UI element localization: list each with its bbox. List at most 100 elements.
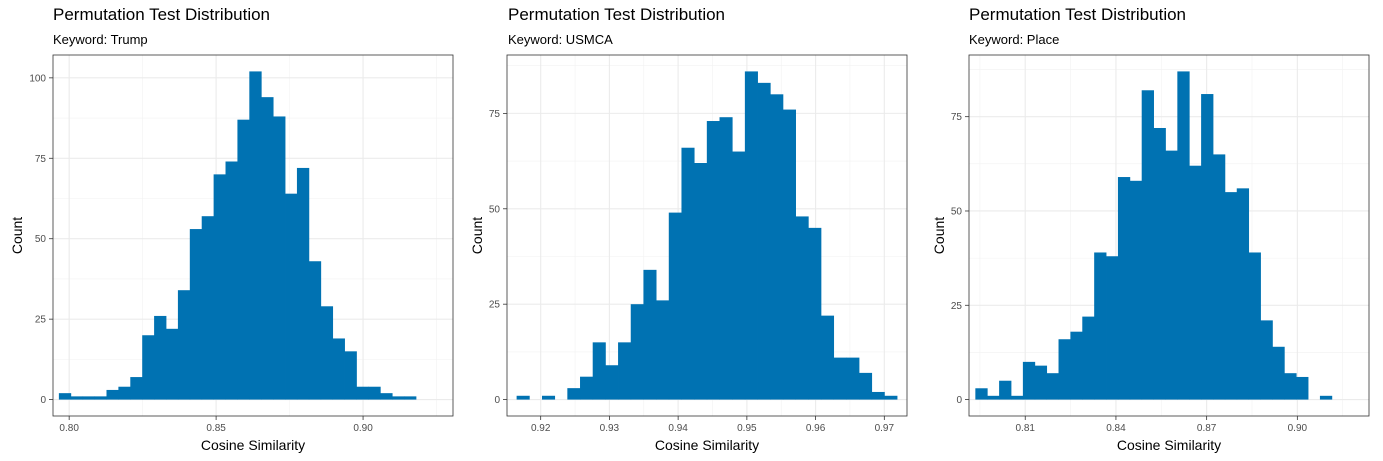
histogram-bar: [296, 167, 310, 400]
histogram-bar: [630, 304, 644, 400]
histogram-bar: [681, 147, 695, 400]
chart-subtitle: Keyword: Trump: [53, 32, 148, 47]
histogram-bar: [795, 216, 809, 400]
histogram-bar: [344, 351, 357, 400]
histogram-bar: [999, 380, 1012, 400]
histogram-bar: [1212, 154, 1226, 400]
y-tick-label: 75: [35, 154, 47, 165]
x-tick-label: 0.90: [353, 423, 373, 434]
histogram-bar: [273, 116, 286, 400]
histogram-bar: [213, 174, 226, 400]
histogram-bar: [285, 193, 298, 400]
histogram-bar: [1177, 71, 1190, 400]
histogram-bar: [1296, 376, 1309, 400]
histogram-bar: [1070, 331, 1083, 400]
histogram-bar: [1117, 177, 1131, 400]
histogram-bar: [249, 71, 262, 400]
x-tick-label: 0.92: [531, 423, 551, 434]
histogram-bar: [1248, 252, 1261, 400]
histogram-bar: [744, 71, 758, 400]
histogram-bar: [1272, 346, 1285, 400]
x-tick-label: 0.93: [600, 423, 620, 434]
x-tick-label: 0.84: [1106, 423, 1126, 434]
histogram-bar: [1260, 320, 1273, 400]
histogram-bar: [177, 290, 191, 400]
x-tick-label: 0.80: [59, 423, 79, 434]
histogram-bar: [706, 121, 720, 400]
histogram-bar: [118, 386, 131, 400]
y-tick-label: 50: [951, 206, 963, 217]
histogram-bar: [356, 386, 369, 400]
x-tick-label: 0.94: [668, 423, 688, 434]
y-tick-label: 100: [29, 73, 46, 84]
histogram-bar: [1094, 252, 1107, 400]
panel-border: [52, 54, 454, 417]
histogram-bar: [808, 227, 822, 400]
y-tick-label: 0: [956, 395, 962, 406]
histogram-bar: [884, 395, 898, 400]
histogram-bar: [1129, 180, 1143, 400]
histogram-bar: [189, 229, 203, 400]
x-tick-label: 0.95: [737, 423, 757, 434]
histogram-bar: [618, 342, 632, 400]
histogram-bar: [757, 82, 771, 400]
y-tick-label: 25: [489, 300, 501, 311]
histogram-bar: [1034, 365, 1048, 400]
chart-panel-2: 0.92 0.93 0.94 0.95 0.96 0.97 0 25 50 75 Permutati…: [469, 5, 908, 453]
histogram-bar: [94, 396, 107, 400]
x-axis-title: Cosine Similarity: [1117, 437, 1221, 453]
panel-border: [968, 54, 1370, 417]
histogram-bar: [261, 97, 274, 400]
y-tick-label: 25: [35, 315, 47, 326]
histogram-bar: [1106, 256, 1119, 400]
histogram-bar: [987, 395, 1000, 400]
histogram-bar: [592, 342, 606, 400]
histogram-bar: [130, 377, 143, 400]
y-axis-title: Count: [931, 217, 947, 254]
x-tick-label: 0.90: [1288, 423, 1308, 434]
histogram-bar: [820, 315, 835, 400]
x-axis-title: Cosine Similarity: [655, 437, 759, 453]
x-tick-label: 0.85: [206, 423, 226, 434]
histogram-bar: [580, 376, 594, 400]
histogram-bar: [1224, 192, 1238, 400]
y-axis-title: Count: [9, 217, 25, 254]
y-tick-label: 50: [35, 234, 47, 245]
y-tick-label: 0: [40, 395, 46, 406]
histogram-bar: [567, 388, 581, 400]
histogram-bar: [975, 388, 988, 400]
y-tick-label: 75: [951, 112, 963, 123]
x-tick-label: 0.97: [875, 423, 895, 434]
histogram-bar: [1165, 150, 1178, 400]
histogram-bar: [605, 365, 619, 400]
histogram-bar: [782, 109, 796, 400]
x-tick-label: 0.81: [1016, 423, 1036, 434]
histogram-bar: [201, 216, 215, 400]
chart-title: Permutation Test Distribution: [969, 5, 1186, 24]
histogram-bar: [58, 393, 72, 400]
panel-border: [506, 54, 908, 417]
y-tick-label: 75: [489, 109, 501, 120]
histogram-bar: [1153, 127, 1166, 400]
histogram-bar: [732, 151, 746, 400]
x-tick-label: 0.96: [806, 423, 826, 434]
histogram-bar: [643, 269, 657, 400]
histogram-bar: [225, 161, 238, 400]
chart-title: Permutation Test Distribution: [53, 5, 270, 24]
histogram-bar: [1284, 373, 1297, 400]
histogram-bar: [1010, 395, 1024, 400]
x-axis-title: Cosine Similarity: [201, 437, 305, 453]
histogram-bar: [106, 389, 119, 400]
histogram-bar: [308, 261, 322, 400]
histogram-bar: [332, 338, 345, 400]
chart-panel-1: 0.80 0.85 0.90 0 25 50 75 100 Permutation Test D…: [9, 5, 454, 453]
histogram-bar: [668, 212, 682, 400]
histogram-bar: [871, 391, 885, 400]
histogram-bar: [694, 162, 708, 400]
histogram-bar: [237, 119, 250, 400]
histogram-bar: [770, 94, 784, 400]
histogram-bar: [1189, 165, 1202, 400]
histogram-bar: [154, 315, 167, 400]
